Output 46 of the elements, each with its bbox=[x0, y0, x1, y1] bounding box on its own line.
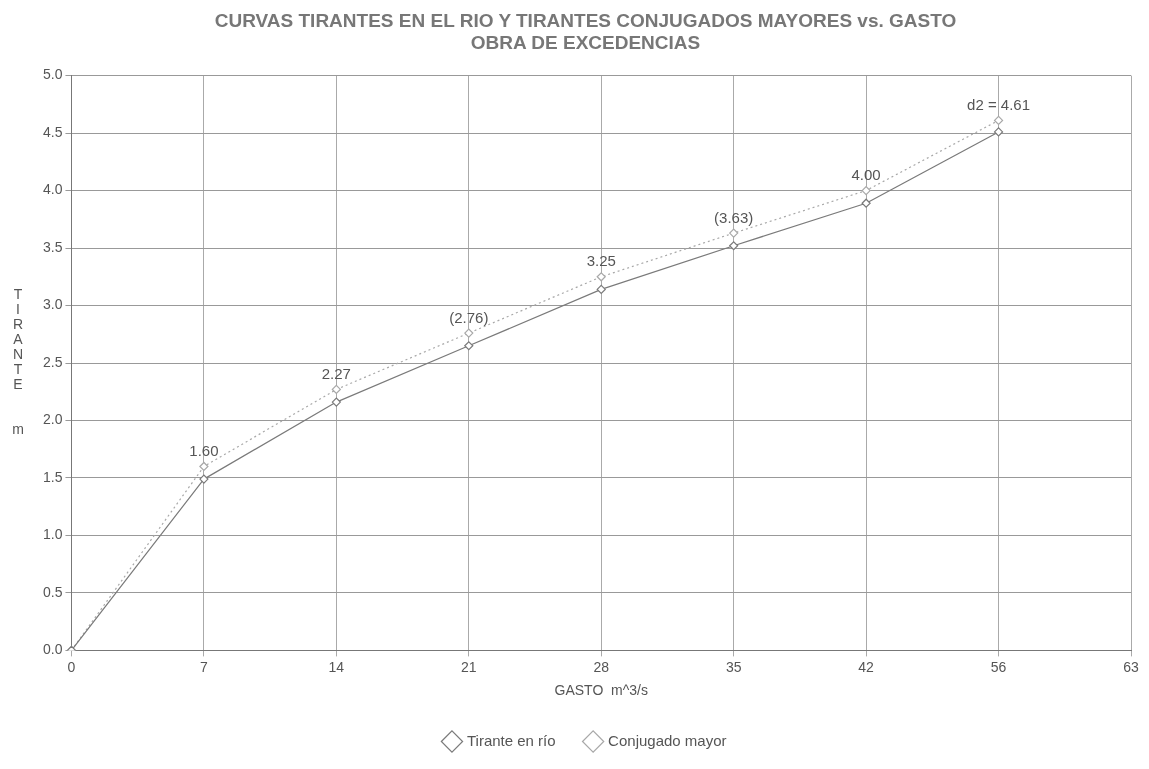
x-tick-label: 35 bbox=[725, 658, 742, 675]
point bbox=[464, 341, 474, 351]
y-tick-label: 4.5 bbox=[42, 123, 63, 140]
y-tick-label: 4.0 bbox=[42, 181, 63, 198]
point bbox=[993, 115, 1004, 126]
data-label: (2.76) bbox=[449, 308, 489, 326]
point bbox=[596, 272, 606, 282]
point bbox=[993, 127, 1004, 137]
y-tick-label: 3.5 bbox=[42, 238, 63, 255]
data-label: (3.63) bbox=[714, 208, 754, 226]
point bbox=[596, 284, 606, 295]
point bbox=[464, 328, 474, 338]
point bbox=[331, 397, 341, 407]
y-tick-label: 1.5 bbox=[42, 468, 63, 485]
data-label: 3.25 bbox=[586, 252, 616, 270]
point bbox=[861, 185, 871, 196]
data-label: 4.00 bbox=[851, 166, 881, 184]
y-tick-label: 2.0 bbox=[42, 411, 63, 428]
y-tick-label: 0.5 bbox=[42, 583, 63, 600]
point bbox=[861, 198, 871, 208]
x-axis-title: GASTO m^3/s bbox=[554, 682, 648, 699]
x-tick-label: 42 bbox=[858, 658, 875, 675]
text: TIRANTE m bbox=[12, 286, 24, 438]
data-label: d2 = 4.61 bbox=[967, 96, 1031, 114]
x-tick-label: 21 bbox=[461, 658, 477, 675]
x-tick-label: 0 bbox=[67, 658, 76, 675]
point bbox=[199, 474, 209, 484]
x-tick-label: 28 bbox=[593, 658, 610, 675]
y-tick-label: 1.0 bbox=[42, 526, 63, 543]
y-tick-label: 5.0 bbox=[42, 66, 63, 83]
x-tick-label: 7 bbox=[200, 658, 209, 675]
x-tick-label: 14 bbox=[328, 658, 345, 675]
point bbox=[729, 241, 739, 251]
data-label: 1.60 bbox=[189, 442, 219, 460]
point bbox=[331, 384, 341, 395]
point bbox=[199, 461, 209, 472]
y-tick-label: 0.0 bbox=[42, 641, 63, 658]
x-tick-label: 63 bbox=[1123, 658, 1139, 675]
x-tick-label: 56 bbox=[990, 658, 1007, 675]
legend-label: Conjugado mayor bbox=[608, 731, 727, 749]
y-tick-label: 2.5 bbox=[42, 353, 63, 370]
chart-title: CURVAS TIRANTES EN EL RIO Y TIRANTES CONJUGADOS MAYORES vs. GASTO OBRA DE EXCEDENCIAS bbox=[214, 9, 957, 54]
y-tick-label: 3.0 bbox=[42, 296, 63, 313]
legend-label: Tirante en río bbox=[466, 731, 556, 749]
data-label: 2.27 bbox=[321, 365, 351, 383]
point bbox=[729, 228, 739, 238]
